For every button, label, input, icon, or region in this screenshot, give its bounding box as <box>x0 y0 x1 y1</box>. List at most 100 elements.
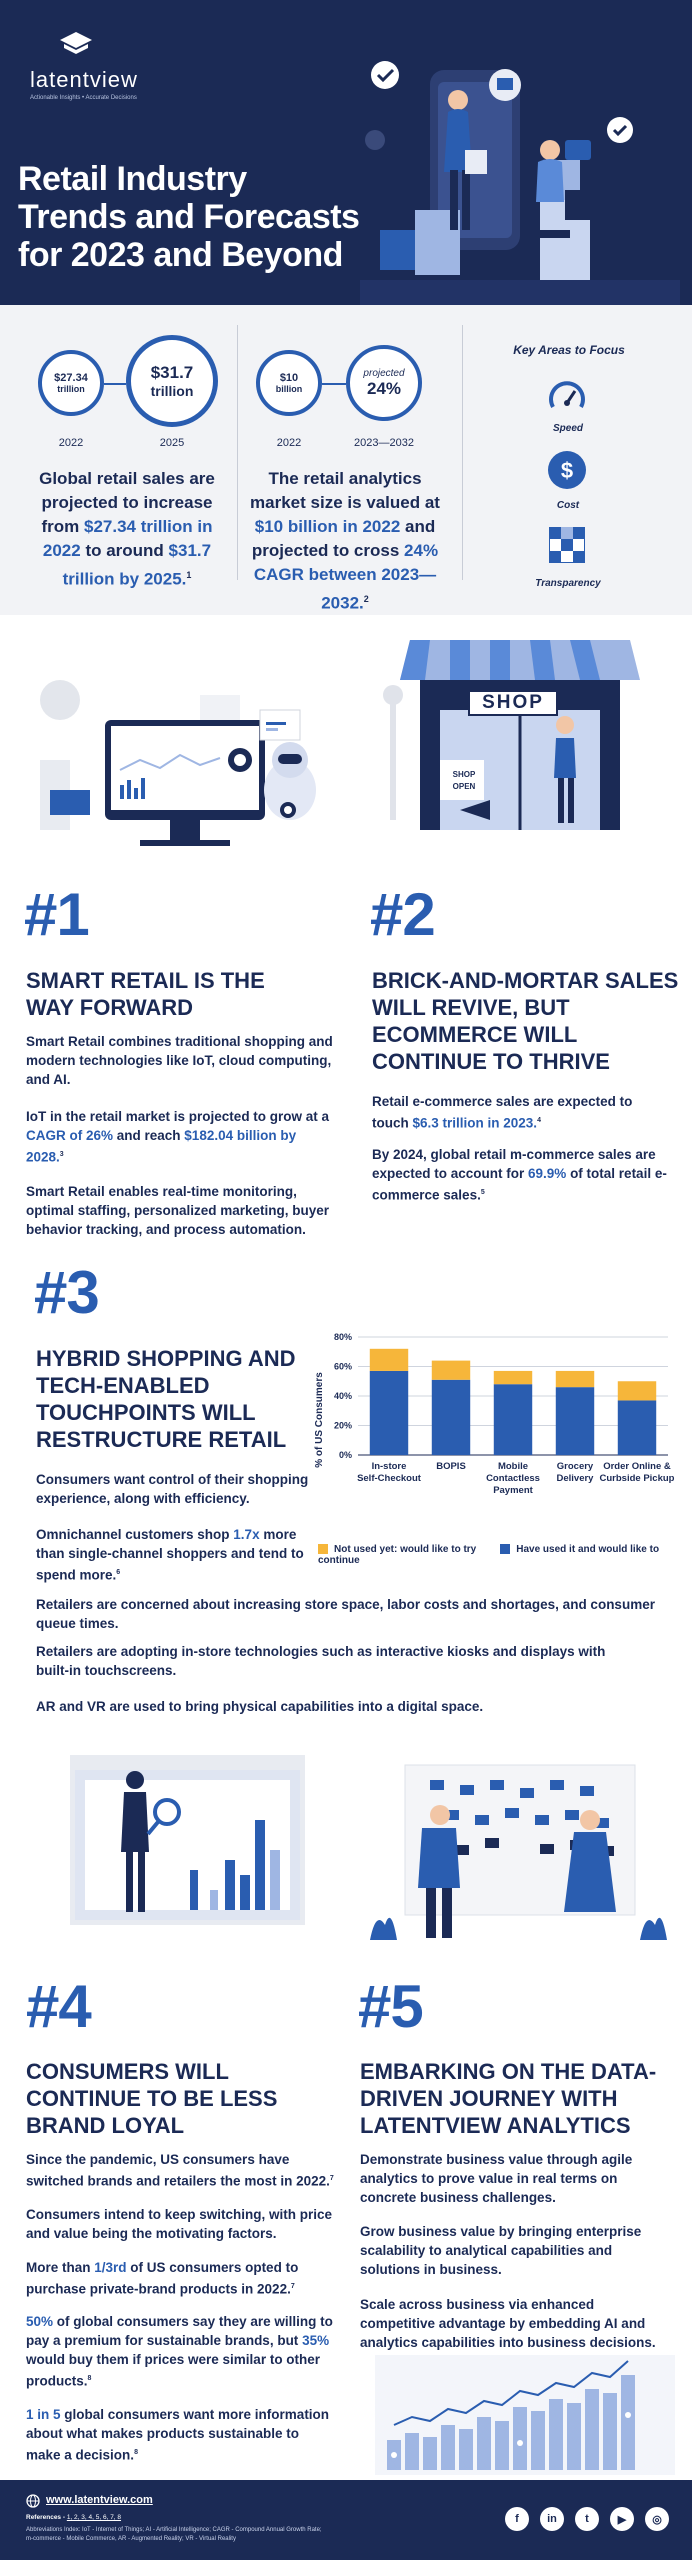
arrow-connector <box>104 383 126 385</box>
section-number: #1 <box>24 881 90 948</box>
legend-swatch <box>318 1544 328 1555</box>
abbreviations: Abbreviations Index: IoT - Internet of T… <box>26 2527 322 2542</box>
x-category-label: Contactless <box>486 1473 540 1484</box>
paragraph: Grow business value by bringing enterpri… <box>360 2224 642 2277</box>
smart-retail-illustration <box>40 680 316 846</box>
y-tick-label: 60% <box>334 1362 352 1372</box>
globe-icon <box>26 2494 40 2508</box>
twitter-icon[interactable]: t <box>575 2507 599 2531</box>
paragraph: Retailers are concerned about increasing… <box>36 1597 655 1631</box>
stat-year: 2022 <box>58 437 84 449</box>
section-number: #5 <box>358 1973 424 2040</box>
x-category-label: Delivery <box>557 1473 595 1484</box>
stat-unit: billion <box>275 384 303 394</box>
y-tick-label: 0% <box>339 1450 352 1460</box>
legend-swatch <box>500 1544 511 1555</box>
divider <box>237 325 238 580</box>
x-category-label: BOPIS <box>436 1461 466 1472</box>
y-tick-label: 40% <box>334 1391 352 1401</box>
paragraph: Retailers are adopting in-store technolo… <box>36 1644 606 1678</box>
paragraph: Demonstrate business value through agile… <box>360 2152 633 2205</box>
stat-prefix: projected <box>363 367 405 379</box>
section-number: #2 <box>370 881 436 948</box>
x-category-label: In-store <box>372 1461 407 1472</box>
stat-circle-2022-sales: $27.34 trillion <box>38 350 104 416</box>
y-tick-label: 80% <box>334 1332 352 1342</box>
data-journey-illustration <box>370 1764 667 1940</box>
speedometer-icon <box>549 381 585 408</box>
x-category-label: Self-Checkout <box>357 1473 422 1484</box>
linkedin-icon[interactable]: in <box>540 2507 564 2531</box>
y-tick-label: 20% <box>334 1421 352 1431</box>
shop-storefront-illustration <box>383 640 640 830</box>
bar-segment <box>555 1387 595 1455</box>
paragraph: Retail e-commerce sales are expected to … <box>372 1094 633 1131</box>
stat-unit: trillion <box>150 383 194 399</box>
facebook-icon[interactable]: f <box>505 2507 529 2531</box>
growth-bars-illustration <box>375 2355 675 2475</box>
paragraph: By 2024, global retail m-commerce sales … <box>372 1147 667 1203</box>
paragraph: IoT in the retail market is projected to… <box>26 1109 330 1165</box>
stat-year: 2022 <box>276 437 302 449</box>
stat-value: $27.34 <box>54 372 88 384</box>
stat-description-analytics: The retail analytics market size is valu… <box>250 469 440 613</box>
chart-legend: Not used yet: would like to try Have used… <box>318 1544 688 1566</box>
title-line: for 2023 and Beyond <box>18 236 343 274</box>
references: References - 1, 2, 3, 4, 5, 6, 7, 8 <box>26 2514 122 2521</box>
x-category-label: Grocery <box>557 1461 594 1472</box>
paragraph: AR and VR are used to bring physical cap… <box>36 1699 484 1714</box>
brand-logo[interactable]: latentview Actionable Insights • Accurat… <box>30 30 180 101</box>
svg-text:$: $ <box>561 458 573 483</box>
section-number: #4 <box>26 1973 92 2040</box>
section-title-brand-loyalty: CONSUMERS WILL CONTINUE TO BE LESS BRAND… <box>26 2059 278 2138</box>
arrow-connector <box>322 383 346 385</box>
paragraph: Smart Retail combines traditional shoppi… <box>26 1034 333 1087</box>
stats-section: $27.34 trillion $31.7 trillion 2022 2025… <box>0 305 692 615</box>
stat-year: 2023—2032 <box>354 437 414 449</box>
open-sign: SHOP OPEN <box>452 770 476 791</box>
bar-segment <box>369 1348 409 1371</box>
paragraph: Scale across business via enhanced compe… <box>360 2297 656 2350</box>
header-banner: latentview Actionable Insights • Accurat… <box>0 0 692 305</box>
paragraph: 1 in 5 global consumers want more inform… <box>26 2407 330 2463</box>
paragraph: Consumers intend to keep switching, with… <box>26 2207 333 2241</box>
x-category-label: Curbside Pickup <box>600 1473 675 1484</box>
bar-segment <box>617 1381 657 1401</box>
paragraph: Consumers want control of their shopping… <box>36 1472 309 1506</box>
website-link[interactable]: www.latentview.com <box>46 2494 153 2506</box>
x-category-label: Mobile <box>498 1461 528 1472</box>
section-number: #3 <box>34 1259 100 1326</box>
paragraph: 50% of global consumers say they are wil… <box>26 2314 333 2389</box>
transparency-icon <box>549 527 585 563</box>
shop-sign: SHOP <box>468 690 558 716</box>
x-category-label: Payment <box>493 1485 533 1496</box>
bar-segment <box>493 1384 533 1455</box>
bar-segment <box>493 1370 533 1385</box>
key-area-label: Speed <box>552 423 583 434</box>
x-category-label: Order Online & <box>603 1461 671 1472</box>
section-title-hybrid-shopping: HYBRID SHOPPING AND TECH-ENABLED TOUCHPO… <box>36 1346 296 1452</box>
instagram-icon[interactable]: ◎ <box>645 2507 669 2531</box>
divider <box>462 325 463 580</box>
title-line: Retail Industry <box>18 160 247 198</box>
section-title-smart-retail: SMART RETAIL IS THE WAY FORWARD <box>26 968 265 1020</box>
legend-item: Have used it and would like to continue <box>318 1544 660 1566</box>
paragraph: Smart Retail enables real-time monitorin… <box>26 1184 330 1237</box>
reference-links[interactable]: 1, 2, 3, 4, 5, 6, 7, 8 <box>66 2514 122 2521</box>
youtube-icon[interactable]: ▶ <box>610 2507 634 2531</box>
brand-name: latentview <box>30 67 138 92</box>
paragraph: Omnichannel customers shop 1.7x more tha… <box>36 1527 304 1583</box>
dollar-icon: $ <box>548 451 586 489</box>
brand-tagline: Actionable Insights • Accurate Decisions <box>30 95 137 101</box>
stat-circle-cagr: projected 24% <box>346 345 422 421</box>
stat-value: $10 <box>279 372 299 384</box>
hero-illustration <box>360 61 680 305</box>
bar-segment <box>431 1360 471 1380</box>
logo-mark-icon <box>60 32 92 54</box>
stat-unit: trillion <box>57 384 85 394</box>
brand-loyalty-illustration <box>70 1755 305 1925</box>
paragraph: More than 1/3rd of US consumers opted to… <box>26 2260 299 2297</box>
bar-segment <box>431 1379 471 1455</box>
stat-description-sales: Global retail sales are projected to inc… <box>39 469 215 589</box>
